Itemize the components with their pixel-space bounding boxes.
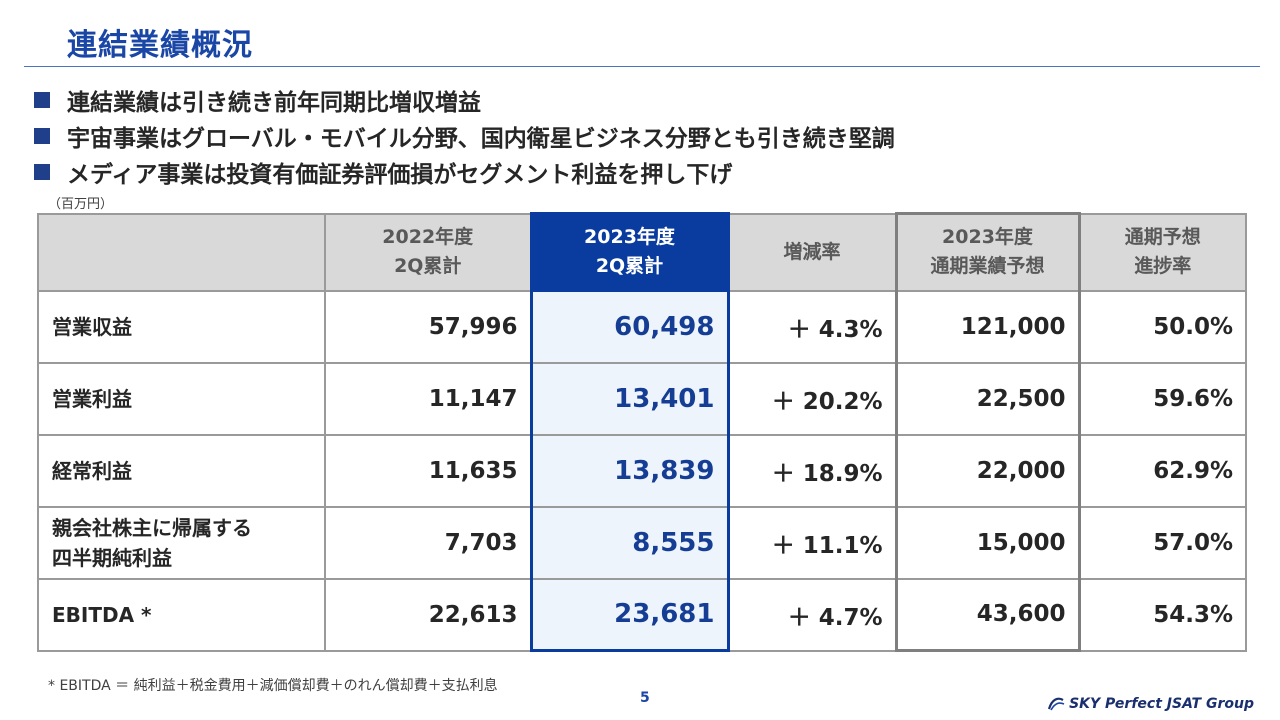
footnote: * EBITDA ＝ 純利益＋税金費用＋減価償却費＋のれん償却費＋支払利息: [48, 678, 498, 694]
cell-forecast: 43,600: [894, 577, 1081, 652]
row-label: 営業収益: [37, 289, 326, 364]
square-bullet-icon: [34, 164, 50, 180]
unit-label: （百万円）: [48, 197, 114, 212]
cell-prev: 22,613: [324, 577, 532, 652]
header-progress: 通期予想 進捗率: [1078, 212, 1247, 292]
cell-progress: 57.0%: [1078, 505, 1247, 580]
cell-curr: 8,555: [529, 505, 730, 580]
results-table: 2022年度 2Q累計 2023年度 2Q累計 増減率 2023年度 通期業績予想 通…: [37, 212, 1247, 652]
cell-progress: 62.9%: [1078, 433, 1247, 508]
bullet-list: 連結業績は引き続き前年同期比増収増益 宇宙事業はグローバル・モバイル分野、国内衛…: [34, 82, 895, 190]
header-change-rate: 増減率: [727, 212, 897, 292]
cell-prev: 11,635: [324, 433, 532, 508]
table-row: 営業収益 57,996 60,498 ＋ 4.3% 121,000 50.0%: [37, 289, 1247, 364]
cell-forecast: 22,000: [894, 433, 1081, 508]
cell-prev: 7,703: [324, 505, 532, 580]
row-label: 経常利益: [37, 433, 326, 508]
bullet-text: 連結業績は引き続き前年同期比増収増益: [67, 90, 481, 116]
cell-curr: 13,401: [529, 361, 730, 436]
row-label: 営業利益: [37, 361, 326, 436]
row-label: 親会社株主に帰属する 四半期純利益: [37, 505, 326, 580]
bullet-item: 宇宙事業はグローバル・モバイル分野、国内衛星ビジネス分野とも引き続き堅調: [34, 118, 895, 154]
header-prev-2q: 2022年度 2Q累計: [324, 212, 532, 292]
cell-progress: 59.6%: [1078, 361, 1247, 436]
bullet-item: メディア事業は投資有価証券評価損がセグメント利益を押し下げ: [34, 154, 895, 190]
logo-mark-icon: [1048, 697, 1065, 711]
cell-progress: 54.3%: [1078, 577, 1247, 652]
cell-change: ＋ 20.2%: [727, 361, 897, 436]
table-row: 経常利益 11,635 13,839 ＋ 18.9% 22,000 62.9%: [37, 433, 1247, 508]
table-header-row: 2022年度 2Q累計 2023年度 2Q累計 増減率 2023年度 通期業績予想 通…: [37, 212, 1247, 292]
title-divider: [24, 66, 1260, 67]
row-label: EBITDA *: [37, 577, 326, 652]
square-bullet-icon: [34, 128, 50, 144]
table-row: EBITDA * 22,613 23,681 ＋ 4.7% 43,600 54.…: [37, 577, 1247, 652]
cell-change: ＋ 4.3%: [727, 289, 897, 364]
cell-forecast: 121,000: [894, 289, 1081, 364]
table-row: 親会社株主に帰属する 四半期純利益 7,703 8,555 ＋ 11.1% 15,…: [37, 505, 1247, 580]
header-empty: [37, 212, 326, 292]
slide-title: 連結業績概況: [67, 28, 253, 63]
cell-change: ＋ 11.1%: [727, 505, 897, 580]
cell-forecast: 22,500: [894, 361, 1081, 436]
header-curr-2q: 2023年度 2Q累計: [529, 212, 730, 292]
company-logo: SKY Perfect JSAT Group: [1047, 696, 1254, 712]
page-number: 5: [640, 690, 650, 706]
header-forecast: 2023年度 通期業績予想: [894, 212, 1081, 292]
cell-curr: 13,839: [529, 433, 730, 508]
bullet-text: 宇宙事業はグローバル・モバイル分野、国内衛星ビジネス分野とも引き続き堅調: [67, 126, 895, 152]
cell-curr: 60,498: [529, 289, 730, 364]
cell-change: ＋ 18.9%: [727, 433, 897, 508]
cell-progress: 50.0%: [1078, 289, 1247, 364]
cell-curr: 23,681: [529, 577, 730, 652]
table-row: 営業利益 11,147 13,401 ＋ 20.2% 22,500 59.6%: [37, 361, 1247, 436]
bullet-text: メディア事業は投資有価証券評価損がセグメント利益を押し下げ: [67, 162, 733, 188]
bullet-item: 連結業績は引き続き前年同期比増収増益: [34, 82, 895, 118]
cell-forecast: 15,000: [894, 505, 1081, 580]
cell-prev: 11,147: [324, 361, 532, 436]
cell-prev: 57,996: [324, 289, 532, 364]
cell-change: ＋ 4.7%: [727, 577, 897, 652]
square-bullet-icon: [34, 92, 50, 108]
logo-text: SKY Perfect JSAT Group: [1069, 696, 1254, 712]
